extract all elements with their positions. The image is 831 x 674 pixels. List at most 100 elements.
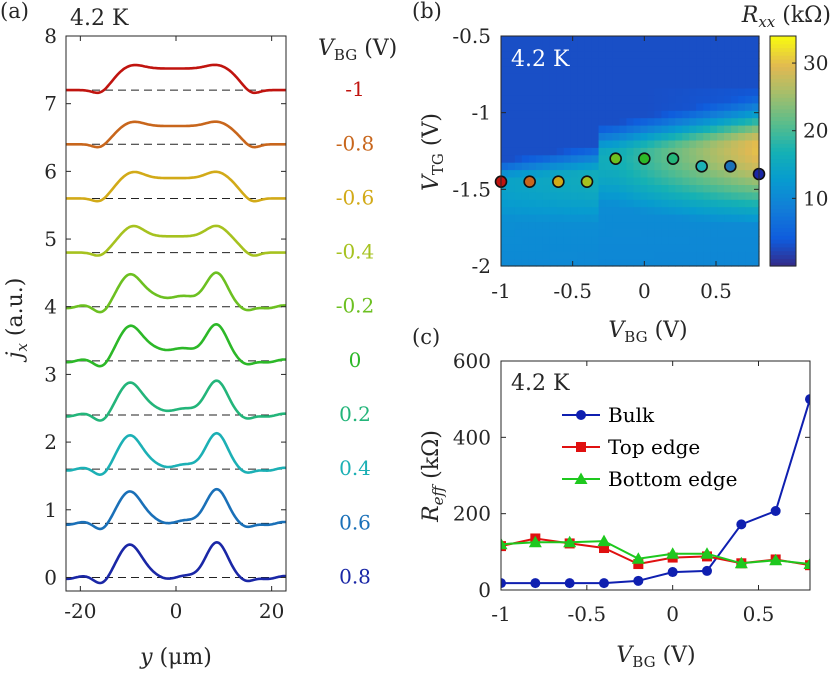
- heatmap-cell: [745, 36, 753, 44]
- heatmap-cell: [514, 58, 523, 67]
- heatmap-cell: [528, 251, 537, 260]
- heatmap-cell: [563, 221, 572, 230]
- legend-marker: [576, 442, 586, 452]
- heatmap-cell: [584, 95, 593, 104]
- heatmap-cell: [633, 184, 642, 193]
- data-point-bottom-edge: [563, 535, 577, 548]
- heatmap-cell: [731, 191, 739, 200]
- heatmap-cell: [724, 206, 732, 215]
- colorbar-step: [770, 39, 796, 45]
- heatmap-cell: [717, 36, 725, 44]
- heatmap-cell: [605, 258, 614, 267]
- heatmap-cell: [563, 80, 572, 89]
- heatmap-cell: [619, 132, 628, 141]
- heatmap-cell: [535, 214, 544, 223]
- heatmap-cell: [521, 73, 530, 82]
- heatmap-cell: [724, 228, 732, 237]
- heatmap-cell: [584, 236, 593, 245]
- heatmap-cell: [528, 87, 537, 96]
- heatmap-cell: [745, 80, 753, 89]
- colorbar-step: [770, 36, 796, 41]
- y-tick-label: 8: [44, 24, 57, 48]
- heatmap-cell: [570, 258, 579, 267]
- heatmap-cell: [696, 80, 704, 89]
- heatmap-cell: [598, 117, 607, 126]
- heatmap-cell: [717, 191, 725, 200]
- heatmap-cell: [689, 221, 697, 230]
- heatmap-cell: [626, 110, 635, 119]
- vbg-value-label: -0.4: [336, 240, 375, 264]
- y-tick-label: -0.5: [452, 24, 491, 48]
- heatmap-cell: [738, 243, 746, 252]
- y-tick-label: 2: [44, 430, 57, 454]
- heatmap-cell: [605, 228, 614, 237]
- heatmap-cell: [717, 58, 725, 67]
- heatmap-cell: [535, 184, 544, 193]
- y-tick-label: 3: [44, 362, 57, 386]
- heatmap-cell: [703, 221, 711, 230]
- heatmap-cell: [752, 36, 760, 44]
- heatmap-cell: [626, 36, 635, 44]
- heatmap-cell: [563, 87, 572, 96]
- heatmap-cell: [584, 169, 593, 178]
- heatmap-cell: [591, 102, 600, 111]
- heatmap-cell: [521, 243, 530, 252]
- heatmap-cell: [717, 169, 725, 178]
- heatmap-cell: [654, 258, 662, 267]
- heatmap-cell: [542, 199, 551, 208]
- heatmap-cell: [598, 214, 607, 223]
- colorbar-step: [770, 108, 796, 114]
- heatmap-cell: [584, 65, 593, 74]
- heatmap-cell: [724, 65, 732, 74]
- heatmap-cell: [514, 139, 523, 148]
- heatmap-cell: [710, 50, 718, 59]
- heatmap-cell: [675, 36, 683, 44]
- heatmap-cell: [549, 132, 558, 141]
- heatmap-cell: [682, 184, 690, 193]
- heatmap-cell: [619, 87, 628, 96]
- heatmap-cell: [710, 243, 718, 252]
- heatmap-cell: [549, 251, 558, 260]
- y-tick-label: 0: [44, 565, 57, 589]
- heatmap-cell: [703, 110, 711, 119]
- heatmap-cell: [605, 191, 614, 200]
- vbg-value-label: -0.8: [336, 131, 375, 155]
- heatmap-cell: [535, 162, 544, 171]
- heatmap-cell: [626, 206, 635, 215]
- heatmap-cell: [724, 102, 732, 111]
- heatmap-cell: [542, 162, 551, 171]
- heatmap-cell: [549, 80, 558, 89]
- heatmap-cell: [563, 206, 572, 215]
- heatmap-cell: [528, 65, 537, 74]
- heatmap-cell: [696, 58, 704, 67]
- heatmap-cell: [598, 243, 607, 252]
- heatmap-cell: [752, 73, 760, 82]
- heatmap-cell: [591, 125, 600, 133]
- colorbar-step: [770, 158, 796, 164]
- y-tick-label: 1: [44, 498, 57, 522]
- heatmap-cell: [556, 243, 565, 252]
- heatmap-cell: [577, 147, 586, 156]
- heatmap-cell: [577, 206, 586, 215]
- colorbar-step: [770, 170, 796, 175]
- heatmap-cell: [605, 251, 614, 260]
- heatmap-cell: [724, 139, 732, 148]
- heatmap-cell: [591, 154, 600, 163]
- heatmap-cell: [508, 236, 516, 245]
- heatmap-cell: [731, 117, 739, 126]
- heatmap-cell: [542, 191, 551, 200]
- heatmap-cell: [521, 43, 530, 52]
- colorbar-step: [770, 231, 796, 236]
- colorbar-step: [770, 185, 796, 190]
- heatmap-cell: [521, 132, 530, 141]
- panel-b-annotation: 4.2 K: [511, 47, 570, 72]
- heatmap-cell: [605, 177, 614, 185]
- heatmap-cell: [598, 236, 607, 245]
- heatmap-cell: [731, 80, 739, 89]
- heatmap-cell: [535, 95, 544, 104]
- heatmap-cell: [577, 169, 586, 178]
- x-tick-label: -1: [491, 279, 510, 303]
- heatmap-cell: [682, 43, 690, 52]
- heatmap-cell: [619, 162, 628, 171]
- heatmap-cell: [598, 154, 607, 163]
